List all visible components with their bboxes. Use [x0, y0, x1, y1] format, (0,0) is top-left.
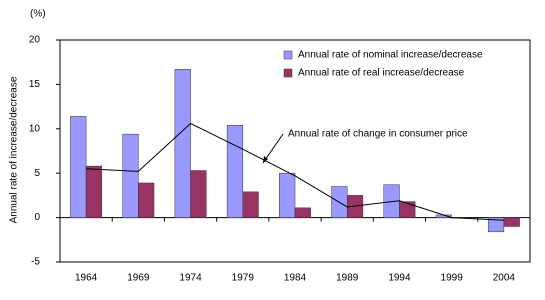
arrow-head	[263, 156, 268, 163]
y-axis-label: Annual rate of increase/decrease	[9, 76, 20, 223]
bar	[190, 170, 207, 218]
bar	[70, 116, 87, 218]
x-tick-label: 1964	[75, 273, 98, 284]
bar	[399, 201, 416, 218]
y-unit: (%)	[30, 9, 46, 20]
legend-label: Annual rate of nominal increase/decrease	[298, 50, 483, 61]
legend-swatch	[283, 68, 293, 78]
x-tick-label: 1979	[232, 273, 255, 284]
x-tick-label: 2004	[493, 273, 516, 284]
x-tick-label: 1974	[179, 273, 202, 284]
legend-label: Annual rate of real increase/decrease	[298, 68, 465, 79]
bar	[503, 217, 520, 227]
bar	[279, 172, 296, 218]
y-tick-label: 20	[29, 35, 41, 46]
line-annotation: Annual rate of change in consumer price	[288, 129, 468, 140]
x-tick-label: 1989	[336, 273, 359, 284]
line	[86, 122, 504, 221]
y-tick-label: 5	[34, 168, 40, 179]
x-tick-label: 1984	[284, 273, 307, 284]
bar	[174, 69, 191, 218]
bar	[138, 182, 155, 218]
y-tick-label: 10	[29, 123, 41, 134]
y-tick-label: 0	[34, 212, 40, 223]
bar	[294, 207, 311, 218]
bar	[122, 133, 139, 218]
legend-swatch	[283, 50, 293, 60]
bar	[242, 191, 259, 218]
y-tick-label: 15	[29, 79, 41, 90]
x-tick-label: 1969	[127, 273, 150, 284]
x-tick-label: 1999	[441, 273, 464, 284]
x-tick-label: 1994	[388, 273, 411, 284]
bar	[226, 124, 244, 218]
y-tick-label: -5	[31, 257, 40, 268]
bar	[85, 165, 103, 218]
plot-frame	[59, 39, 531, 263]
